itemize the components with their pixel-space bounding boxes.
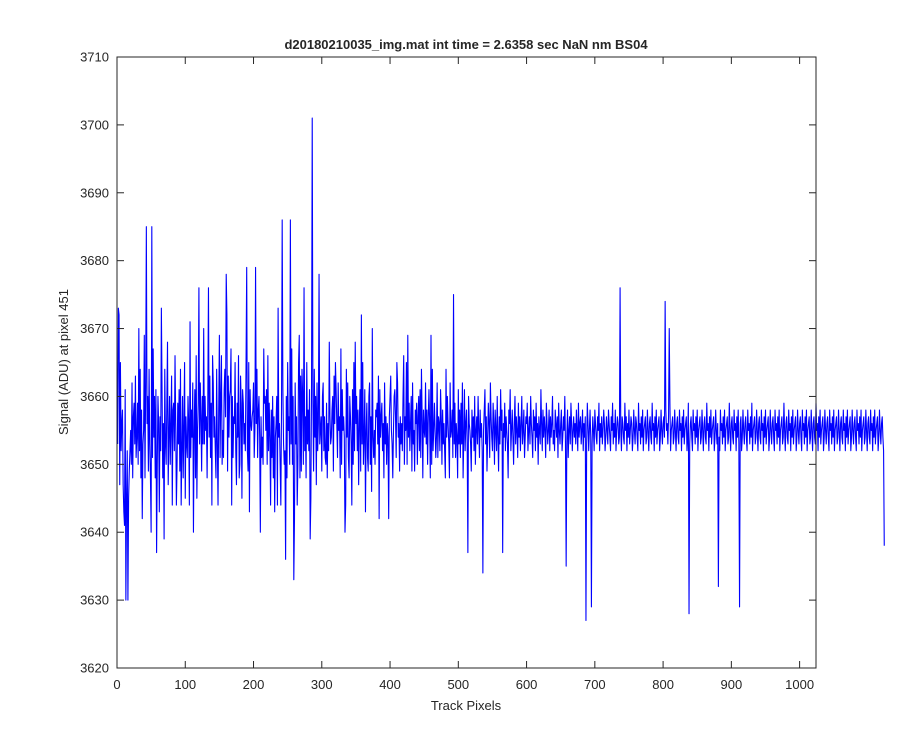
x-tick-label: 300 <box>311 677 333 692</box>
y-tick-label: 3700 <box>80 117 109 132</box>
x-tick-label: 800 <box>652 677 674 692</box>
x-tick-label: 1000 <box>785 677 814 692</box>
x-tick-label: 100 <box>174 677 196 692</box>
y-axis-label: Signal (ADU) at pixel 451 <box>56 289 71 435</box>
x-axis-label: Track Pixels <box>431 698 502 713</box>
series-layer <box>117 117 885 622</box>
x-tick-label: 0 <box>113 677 120 692</box>
y-tick-label: 3650 <box>80 457 109 472</box>
x-tick-label: 900 <box>721 677 743 692</box>
y-tick-label: 3620 <box>80 661 109 676</box>
y-tick-label: 3710 <box>80 50 109 65</box>
x-tick-label: 200 <box>243 677 265 692</box>
y-tick-label: 3630 <box>80 593 109 608</box>
y-tick-label: 3690 <box>80 185 109 200</box>
y-tick-label: 3670 <box>80 321 109 336</box>
series-line <box>117 117 885 622</box>
x-tick-label: 400 <box>379 677 401 692</box>
y-tick-label: 3640 <box>80 525 109 540</box>
chart-title: d20180210035_img.mat int time = 2.6358 s… <box>284 37 648 52</box>
x-tick-label: 600 <box>516 677 538 692</box>
x-tick-label: 500 <box>447 677 469 692</box>
x-axis-ticks: 0 100 200 300 400 500 600 700 800 900 1000 <box>113 57 814 692</box>
y-tick-label: 3660 <box>80 389 109 404</box>
axes-box <box>116 56 817 669</box>
y-axis-ticks: 3620 3630 3640 3650 3660 3670 3680 3690 3700 3710 <box>80 50 816 676</box>
y-tick-label: 3680 <box>80 253 109 268</box>
x-tick-label: 700 <box>584 677 606 692</box>
axes-background <box>117 57 816 668</box>
